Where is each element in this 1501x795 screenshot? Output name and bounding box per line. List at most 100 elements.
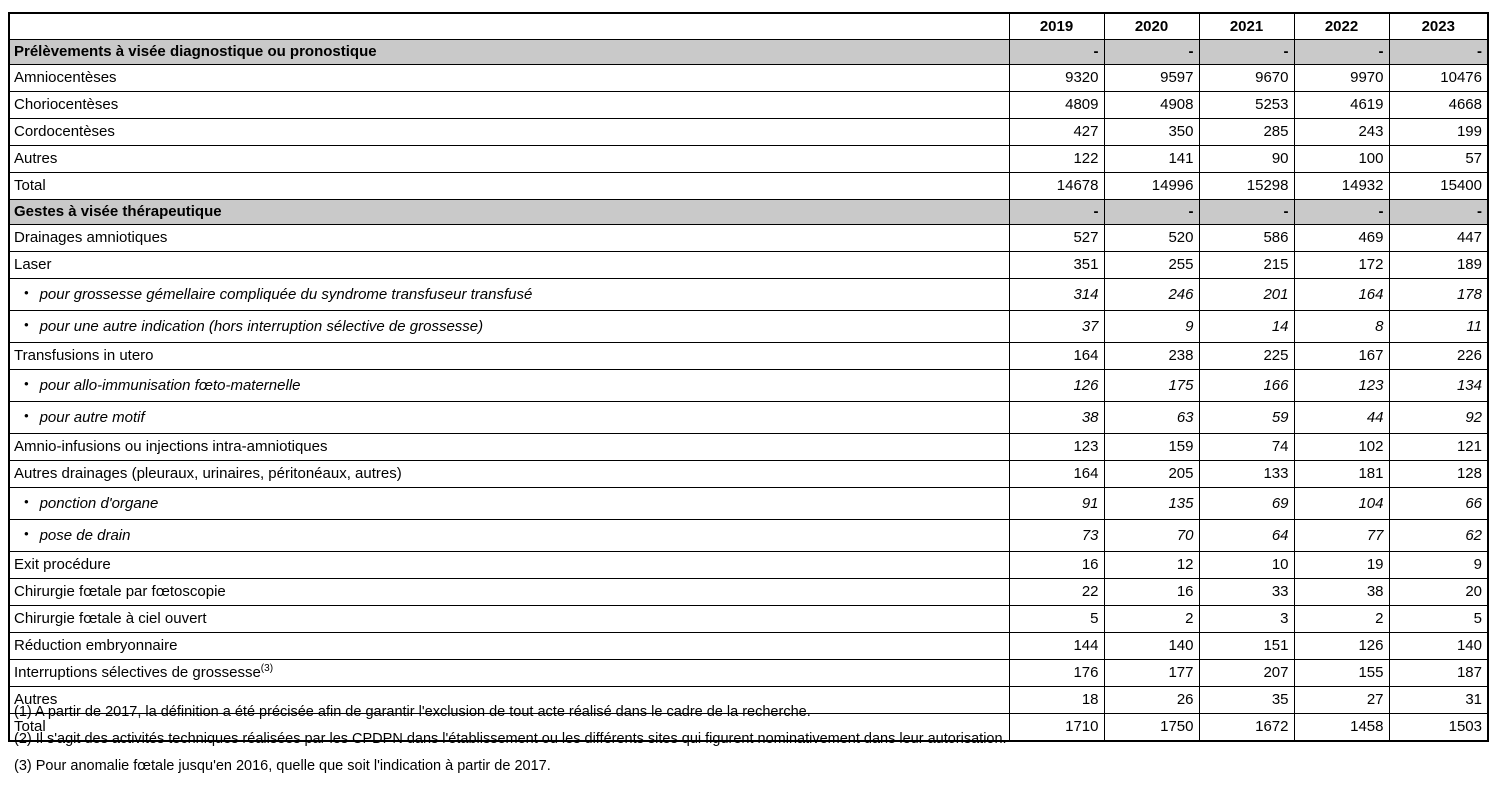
row-label-text: Chirurgie fœtale à ciel ouvert: [14, 610, 207, 628]
value-cell: 172: [1293, 251, 1390, 279]
value-cell: 2: [1103, 605, 1200, 633]
value-cell: 69: [1198, 487, 1295, 520]
value-cell: 1710: [1008, 713, 1105, 742]
value-cell: 4809: [1008, 91, 1105, 119]
row-label-text: Cordocentèses: [14, 123, 115, 141]
value-cell: 9670: [1198, 64, 1295, 92]
value-cell: -: [1103, 39, 1200, 65]
value-cell: -: [1388, 39, 1489, 65]
row-label: Drainages amniotiques: [8, 224, 1010, 252]
value-cell: 167: [1293, 342, 1390, 370]
value-cell: -: [1008, 39, 1105, 65]
value-cell: 2: [1293, 605, 1390, 633]
row-label-text: Transfusions in utero: [14, 347, 154, 365]
value-cell: -: [1388, 199, 1489, 225]
value-cell: 141: [1103, 145, 1200, 173]
row-label-text: Drainages amniotiques: [14, 229, 168, 247]
row-label-text: Total: [14, 718, 46, 736]
value-cell: 27: [1293, 686, 1390, 714]
row-label: Amnio-infusions ou injections intra-amni…: [8, 433, 1010, 461]
table-row: Amniocentèses 9320 9597 9670 9970 10476: [8, 64, 1489, 92]
table-row: • pour grossesse gémellaire compliquée du…: [8, 278, 1489, 311]
bullet-icon: •: [24, 375, 29, 391]
value-cell: 144: [1008, 632, 1105, 660]
row-label: Autres: [8, 686, 1010, 714]
value-cell: 314: [1008, 278, 1105, 311]
value-cell: 225: [1198, 342, 1295, 370]
footnote-3: (3) Pour anomalie fœtale jusqu'en 2016, …: [14, 758, 551, 774]
value-cell: 90: [1198, 145, 1295, 173]
value-cell: 207: [1198, 659, 1295, 687]
bullet-icon: •: [24, 316, 29, 332]
value-cell: 10: [1198, 551, 1295, 579]
row-label: Total: [8, 713, 1010, 742]
row-label-text: Chirurgie fœtale par fœtoscopie: [14, 583, 226, 601]
year-header-2020: 2020: [1103, 12, 1200, 40]
section-row: Gestes à visée thérapeutique - - - - -: [8, 199, 1489, 225]
footnote-1: (1) A partir de 2017, la définition a ét…: [14, 704, 811, 720]
value-cell: 128: [1388, 460, 1489, 488]
value-cell: 9597: [1103, 64, 1200, 92]
year-header-2019: 2019: [1008, 12, 1105, 40]
value-cell: 26: [1103, 686, 1200, 714]
value-cell: -: [1008, 199, 1105, 225]
value-cell: 351: [1008, 251, 1105, 279]
bullet-icon: •: [24, 407, 29, 423]
value-cell: 4668: [1388, 91, 1489, 119]
value-cell: 226: [1388, 342, 1489, 370]
value-cell: -: [1198, 199, 1295, 225]
table-row: Drainages amniotiques 527 520 586 469 447: [8, 224, 1489, 252]
table-row: Réduction embryonnaire 144 140 151 126 140: [8, 632, 1489, 660]
value-cell: 121: [1388, 433, 1489, 461]
row-label-text: Choriocentèses: [14, 96, 119, 114]
row-label: Choriocentèses: [8, 91, 1010, 119]
value-cell: 175: [1103, 369, 1200, 402]
value-cell: 201: [1198, 278, 1295, 311]
table-row: Amnio-infusions ou injections intra-amni…: [8, 433, 1489, 461]
value-cell: 33: [1198, 578, 1295, 606]
value-cell: 123: [1293, 369, 1390, 402]
table-row: Laser 351 255 215 172 189: [8, 251, 1489, 279]
value-cell: 427: [1008, 118, 1105, 146]
value-cell: 20: [1388, 578, 1489, 606]
value-cell: 14: [1198, 310, 1295, 343]
value-cell: 15298: [1198, 172, 1295, 200]
value-cell: 74: [1198, 433, 1295, 461]
value-cell: 177: [1103, 659, 1200, 687]
table-row: Autres 122 141 90 100 57: [8, 145, 1489, 173]
value-cell: 62: [1388, 519, 1489, 552]
value-cell: 9320: [1008, 64, 1105, 92]
row-label-text: Amniocentèses: [14, 69, 117, 87]
value-cell: 140: [1388, 632, 1489, 660]
table-row: Interruptions sélectives de grossesse(3)…: [8, 659, 1489, 687]
row-label-text: pour autre motif: [39, 408, 145, 426]
value-cell: 70: [1103, 519, 1200, 552]
value-cell: 243: [1293, 118, 1390, 146]
row-label: • pour une autre indication (hors interru…: [8, 310, 1010, 343]
value-cell: 22: [1008, 578, 1105, 606]
row-label: • pour autre motif: [8, 401, 1010, 434]
row-label-text: pour allo-immunisation fœto-maternelle: [39, 376, 301, 394]
row-label-text: Amnio-infusions ou injections intra-amni…: [14, 438, 328, 456]
value-cell: 100: [1293, 145, 1390, 173]
table-row: Chirurgie fœtale par fœtoscopie 22 16 33 38 2…: [8, 578, 1489, 606]
value-cell: 187: [1388, 659, 1489, 687]
value-cell: 14932: [1293, 172, 1390, 200]
value-cell: 469: [1293, 224, 1390, 252]
value-cell: 37: [1008, 310, 1105, 343]
table-row: • pose de drain 73 70 64 77 62: [8, 519, 1489, 552]
value-cell: 66: [1388, 487, 1489, 520]
row-label: Transfusions in utero: [8, 342, 1010, 370]
table-row: • pour autre motif 38 63 59 44 92: [8, 401, 1489, 434]
value-cell: 3: [1198, 605, 1295, 633]
table-row: Autres 18 26 35 27 31: [8, 686, 1489, 714]
value-cell: 164: [1293, 278, 1390, 311]
value-cell: 59: [1198, 401, 1295, 434]
value-cell: 38: [1293, 578, 1390, 606]
corner-cell: [8, 12, 1010, 40]
value-cell: 92: [1388, 401, 1489, 434]
row-label: Cordocentèses: [8, 118, 1010, 146]
row-label: Autres: [8, 145, 1010, 173]
row-label-text: Total: [14, 177, 46, 195]
table-row: Choriocentèses 4809 4908 5253 4619 4668: [8, 91, 1489, 119]
